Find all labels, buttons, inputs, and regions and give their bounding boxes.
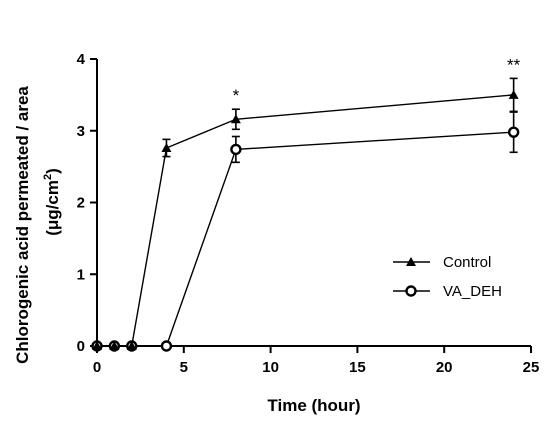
x-tick-label: 0: [93, 359, 101, 376]
data-point: [161, 142, 172, 152]
y-axis-title-units: (μg/cm2): [42, 168, 62, 236]
y-tick-label: 1: [77, 266, 85, 283]
significance-label: *: [233, 86, 240, 105]
significance-label: **: [507, 55, 521, 74]
y-tick-label: 0: [77, 338, 85, 355]
data-point: [109, 341, 120, 350]
y-tick-label: 3: [77, 123, 85, 140]
series-line-VA_DEH: [97, 131, 514, 347]
x-tick-label: 10: [262, 359, 279, 376]
x-tick-label: 25: [523, 359, 540, 376]
y-tick-label: 2: [77, 195, 85, 212]
data-point: [160, 340, 173, 352]
data-point: [508, 89, 519, 99]
data-point: [230, 114, 241, 124]
y-axis-title-line1: Chlorogenic acid permeated / area: [13, 86, 32, 364]
y-axis-title: Chlorogenic acid permeated / area: [13, 86, 32, 364]
data-point: [126, 341, 137, 350]
y-axis-title-line2: (μg/cm2): [42, 168, 62, 236]
y-tick-label: 4: [77, 51, 86, 68]
legend-label: Control: [443, 254, 491, 271]
x-axis-title: Time (hour): [267, 396, 360, 415]
legend-marker: [406, 257, 416, 266]
x-tick-label: 15: [349, 359, 366, 376]
x-tick-label: 5: [180, 359, 188, 376]
data-point: [230, 143, 242, 156]
x-tick-label: 20: [436, 359, 453, 376]
legend-label: VA_DEH: [443, 283, 502, 300]
data-point: [507, 126, 520, 138]
legend-marker: [405, 285, 417, 297]
series-line-Control: [97, 94, 514, 347]
data-point: [92, 341, 102, 350]
